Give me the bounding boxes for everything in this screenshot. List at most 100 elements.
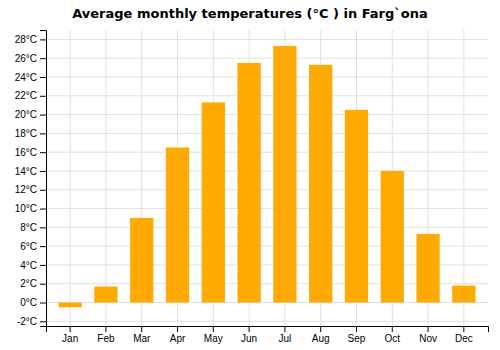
x-tick-label: Jul bbox=[278, 333, 291, 344]
bar bbox=[273, 46, 296, 303]
x-tick-label: Aug bbox=[312, 333, 330, 344]
grid-line bbox=[46, 170, 488, 171]
x-tick: Sep bbox=[348, 326, 366, 344]
x-tick: Apr bbox=[170, 326, 186, 344]
y-tick-mark bbox=[40, 152, 46, 153]
x-tick-mark bbox=[249, 326, 250, 332]
x-tick-mark bbox=[320, 326, 321, 332]
grid-line bbox=[70, 30, 71, 326]
y-tick-label: 2°C bbox=[20, 278, 37, 289]
y-tick-label: 0°C bbox=[20, 297, 37, 308]
y-tick: 26°C bbox=[15, 53, 46, 64]
y-tick-mark bbox=[40, 171, 46, 172]
y-tick-mark bbox=[40, 39, 46, 40]
x-tick-mark bbox=[70, 326, 71, 332]
grid-line bbox=[46, 133, 488, 134]
x-tick-label: Dec bbox=[455, 333, 473, 344]
x-axis: JanFebMarAprMayJunJulAugSepOctNovDec bbox=[47, 326, 489, 344]
y-tick: 0°C bbox=[20, 297, 46, 308]
y-tick-mark bbox=[40, 321, 46, 322]
grid-line bbox=[46, 114, 488, 115]
x-tick: Jan bbox=[62, 326, 78, 344]
y-tick: -2°C bbox=[17, 316, 46, 327]
y-tick-mark bbox=[40, 209, 46, 210]
x-axis-line bbox=[47, 327, 489, 333]
y-tick-mark bbox=[40, 133, 46, 134]
x-tick: Aug bbox=[312, 326, 330, 344]
y-tick-mark bbox=[40, 77, 46, 78]
grid-line bbox=[46, 95, 488, 96]
y-tick-mark bbox=[40, 265, 46, 266]
x-tick-label: Apr bbox=[170, 333, 186, 344]
grid-line bbox=[46, 152, 488, 153]
x-tick-mark bbox=[392, 326, 393, 332]
x-tick-mark bbox=[213, 326, 214, 332]
bar bbox=[59, 303, 82, 308]
y-tick-label: 14°C bbox=[15, 166, 37, 177]
bar bbox=[416, 234, 439, 303]
y-tick-mark bbox=[40, 115, 46, 116]
x-tick-label: Jan bbox=[62, 333, 78, 344]
grid-line bbox=[46, 208, 488, 209]
bar bbox=[237, 63, 260, 303]
y-tick: 2°C bbox=[20, 278, 46, 289]
bar bbox=[309, 65, 332, 303]
y-tick-label: 12°C bbox=[15, 184, 37, 195]
y-tick-label: 24°C bbox=[15, 72, 37, 83]
y-tick-label: 18°C bbox=[15, 128, 37, 139]
x-tick-mark bbox=[177, 326, 178, 332]
grid-line bbox=[463, 30, 464, 326]
x-tick-mark bbox=[284, 326, 285, 332]
x-tick-mark bbox=[463, 326, 464, 332]
x-tick: Nov bbox=[419, 326, 437, 344]
grid-line bbox=[46, 76, 488, 77]
y-tick-mark bbox=[40, 227, 46, 228]
y-axis-line bbox=[40, 31, 47, 327]
y-tick: 14°C bbox=[15, 166, 46, 177]
y-tick-mark bbox=[40, 284, 46, 285]
y-tick-mark bbox=[40, 96, 46, 97]
bar bbox=[202, 102, 225, 302]
y-tick: 10°C bbox=[15, 203, 46, 214]
chart: Average monthly temperatures (°C ) in Fa… bbox=[0, 0, 500, 350]
y-tick: 8°C bbox=[20, 222, 46, 233]
y-tick-label: 22°C bbox=[15, 90, 37, 101]
x-tick-label: Sep bbox=[348, 333, 366, 344]
x-tick: Feb bbox=[97, 326, 115, 344]
grid-line bbox=[46, 227, 488, 228]
y-tick-label: 4°C bbox=[20, 260, 37, 271]
grid-line bbox=[46, 58, 488, 59]
x-tick: Jun bbox=[241, 326, 257, 344]
y-tick-mark bbox=[40, 303, 46, 304]
grid-line bbox=[46, 39, 488, 40]
y-tick: 18°C bbox=[15, 128, 46, 139]
title: Average monthly temperatures (°C ) in Fa… bbox=[72, 6, 428, 21]
bars bbox=[59, 46, 476, 307]
y-tick-label: 10°C bbox=[15, 203, 37, 214]
bar bbox=[166, 147, 189, 302]
grid-line bbox=[46, 321, 488, 322]
bar bbox=[381, 171, 404, 303]
plot: -2°C 0°C 2°C 4°C 6°C 8°C 10°C 12°C 14°C 16°C 18°C 2… bbox=[15, 30, 489, 344]
bar bbox=[130, 218, 153, 303]
x-tick-label: Oct bbox=[384, 333, 400, 344]
bar bbox=[94, 287, 117, 303]
y-tick-label: -2°C bbox=[17, 316, 37, 327]
x-tick-label: Nov bbox=[419, 333, 437, 344]
y-tick-label: 16°C bbox=[15, 147, 37, 158]
y-tick-mark bbox=[40, 246, 46, 247]
x-tick-mark bbox=[141, 326, 142, 332]
y-tick: 28°C bbox=[15, 34, 46, 45]
x-tick-label: Jun bbox=[241, 333, 257, 344]
y-axis: -2°C 0°C 2°C 4°C 6°C 8°C 10°C 12°C 14°C 16°C 18°C 2… bbox=[15, 31, 47, 328]
y-tick-label: 28°C bbox=[15, 34, 37, 45]
y-tick: 6°C bbox=[20, 241, 46, 252]
x-tick-label: May bbox=[204, 333, 223, 344]
y-tick: 22°C bbox=[15, 90, 46, 101]
x-tick: May bbox=[204, 326, 223, 344]
grid-line bbox=[46, 189, 488, 190]
y-tick: 20°C bbox=[15, 109, 46, 120]
y-tick: 12°C bbox=[15, 184, 46, 195]
y-tick: 16°C bbox=[15, 147, 46, 158]
y-tick-label: 8°C bbox=[20, 222, 37, 233]
